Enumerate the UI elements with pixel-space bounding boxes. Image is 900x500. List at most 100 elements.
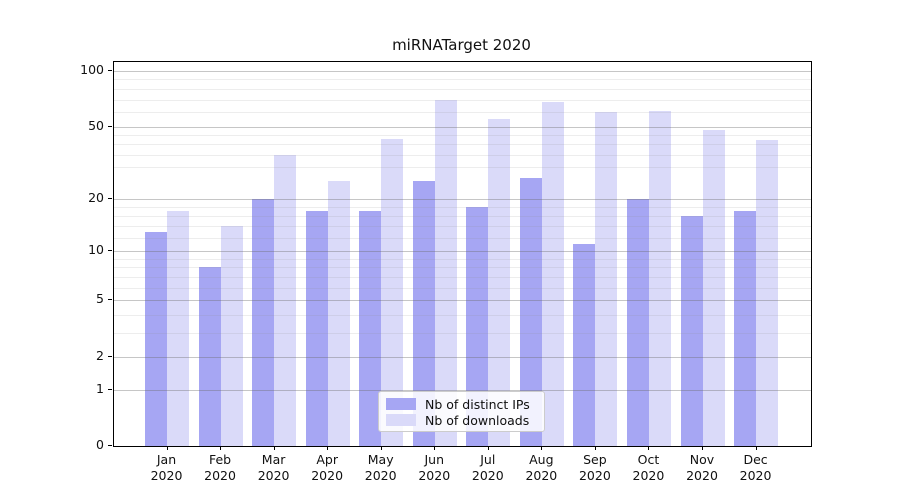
bar-downloads-jan [167,211,189,446]
bar-downloads-apr [327,181,350,446]
x-tick-mark [166,446,168,450]
x-tick-month: Oct [637,452,660,467]
bar-downloads-may [381,138,404,446]
minor-gridline [114,111,811,113]
x-tick-mark [380,446,382,450]
chart-title: miRNATarget 2020 [392,36,531,54]
y-tick-mark [108,197,112,199]
x-tick-month: Jul [480,452,496,467]
minor-gridline [114,258,811,260]
bar-downloads-nov [702,129,725,446]
minor-gridline [114,99,811,101]
x-tick-month: Feb [208,452,232,467]
y-tick-mark [108,355,112,357]
x-tick-mark [434,446,436,450]
major-gridline [114,389,811,391]
minor-gridline [114,166,811,168]
x-tick-mark [220,446,222,450]
y-tick-label: 2 [96,347,104,363]
x-tick-year: 2020 [311,467,344,483]
x-tick-month: Jan [156,452,177,467]
bar-distinct-ips-jun [412,181,435,446]
x-tick-month: Mar [261,452,286,467]
x-tick-label: Sep 2020 [563,452,627,483]
x-tick-mark [594,446,596,450]
x-tick-month: May [367,452,394,467]
bar-downloads-sep [595,111,618,446]
minor-gridline [114,237,811,239]
x-tick-year: 2020 [257,467,290,483]
x-tick-year: 2020 [686,467,718,483]
bar-distinct-ips-jan [145,231,167,446]
bar-downloads-jul [488,118,511,446]
y-tick-mark [108,250,112,252]
legend-label-downloads: Nb of downloads [425,412,530,428]
bar-downloads-jun [434,99,457,446]
minor-gridline [114,287,811,289]
minor-gridline [114,206,811,208]
y-tick-label: 10 [88,242,104,258]
x-tick-year: 2020 [525,467,558,483]
x-tick-year: 2020 [150,467,183,483]
x-tick-month: Sep [583,452,607,467]
major-gridline [114,71,811,72]
bar-distinct-ips-may [359,211,382,446]
x-tick-year: 2020 [204,467,236,483]
bar-distinct-ips-nov [680,215,703,446]
x-tick-mark [702,446,703,450]
minor-gridline [114,215,811,217]
x-tick-month: Jun [424,452,445,467]
x-tick-mark [487,446,489,450]
x-tick-label: Oct 2020 [616,452,680,483]
y-tick-mark [108,299,112,301]
legend-label-distinct-ips: Nb of distinct IPs [425,396,530,412]
x-tick-year: 2020 [471,467,504,483]
bar-distinct-ips-sep [573,244,596,446]
minor-gridline [114,225,811,227]
minor-gridline [114,333,811,335]
x-tick-year: 2020 [739,467,772,483]
x-tick-label: Dec 2020 [724,452,788,483]
bar-distinct-ips-apr [305,211,328,446]
y-tick-label: 20 [88,189,104,205]
x-tick-mark [541,446,543,450]
bar-distinct-ips-oct [626,198,649,446]
x-tick-mark [648,446,650,450]
major-gridline [114,300,811,302]
bar-distinct-ips-dec [734,211,757,446]
minor-gridline [114,315,811,317]
x-tick-label: Feb 2020 [188,452,252,483]
x-tick-month: Nov [689,452,715,467]
x-tick-year: 2020 [418,467,451,483]
x-tick-label: Nov 2020 [670,452,734,483]
minor-gridline [114,79,811,81]
bar-downloads-dec [756,140,779,446]
x-tick-mark [327,446,329,450]
x-tick-label: May 2020 [349,452,413,483]
minor-gridline [114,154,811,156]
y-tick-mark [108,388,112,390]
legend-swatch-distinct-ips [386,398,416,410]
x-tick-label: Apr 2020 [295,452,359,483]
bar-downloads-feb [220,225,243,446]
major-gridline [114,126,811,128]
legend-row-distinct-ips: Nb of distinct IPs [386,396,544,412]
x-tick-label: Jan 2020 [135,452,199,483]
minor-gridline [114,267,811,269]
bar-downloads-aug [541,101,564,446]
x-tick-month: Dec [743,452,768,467]
x-tick-month: Apr [316,452,338,467]
x-tick-year: 2020 [578,467,611,483]
y-tick-mark [108,70,112,71]
bar-distinct-ips-aug [519,178,542,446]
major-gridline [114,198,811,200]
x-tick-year: 2020 [364,467,397,483]
x-tick-label: Mar 2020 [242,452,306,483]
x-tick-label: Aug 2020 [509,452,573,483]
plot-area [113,61,812,447]
minor-gridline [114,134,811,136]
bar-downloads-oct [648,110,671,446]
y-tick-label: 100 [80,62,104,77]
y-tick-mark [108,125,112,127]
y-tick-label: 5 [96,291,104,307]
